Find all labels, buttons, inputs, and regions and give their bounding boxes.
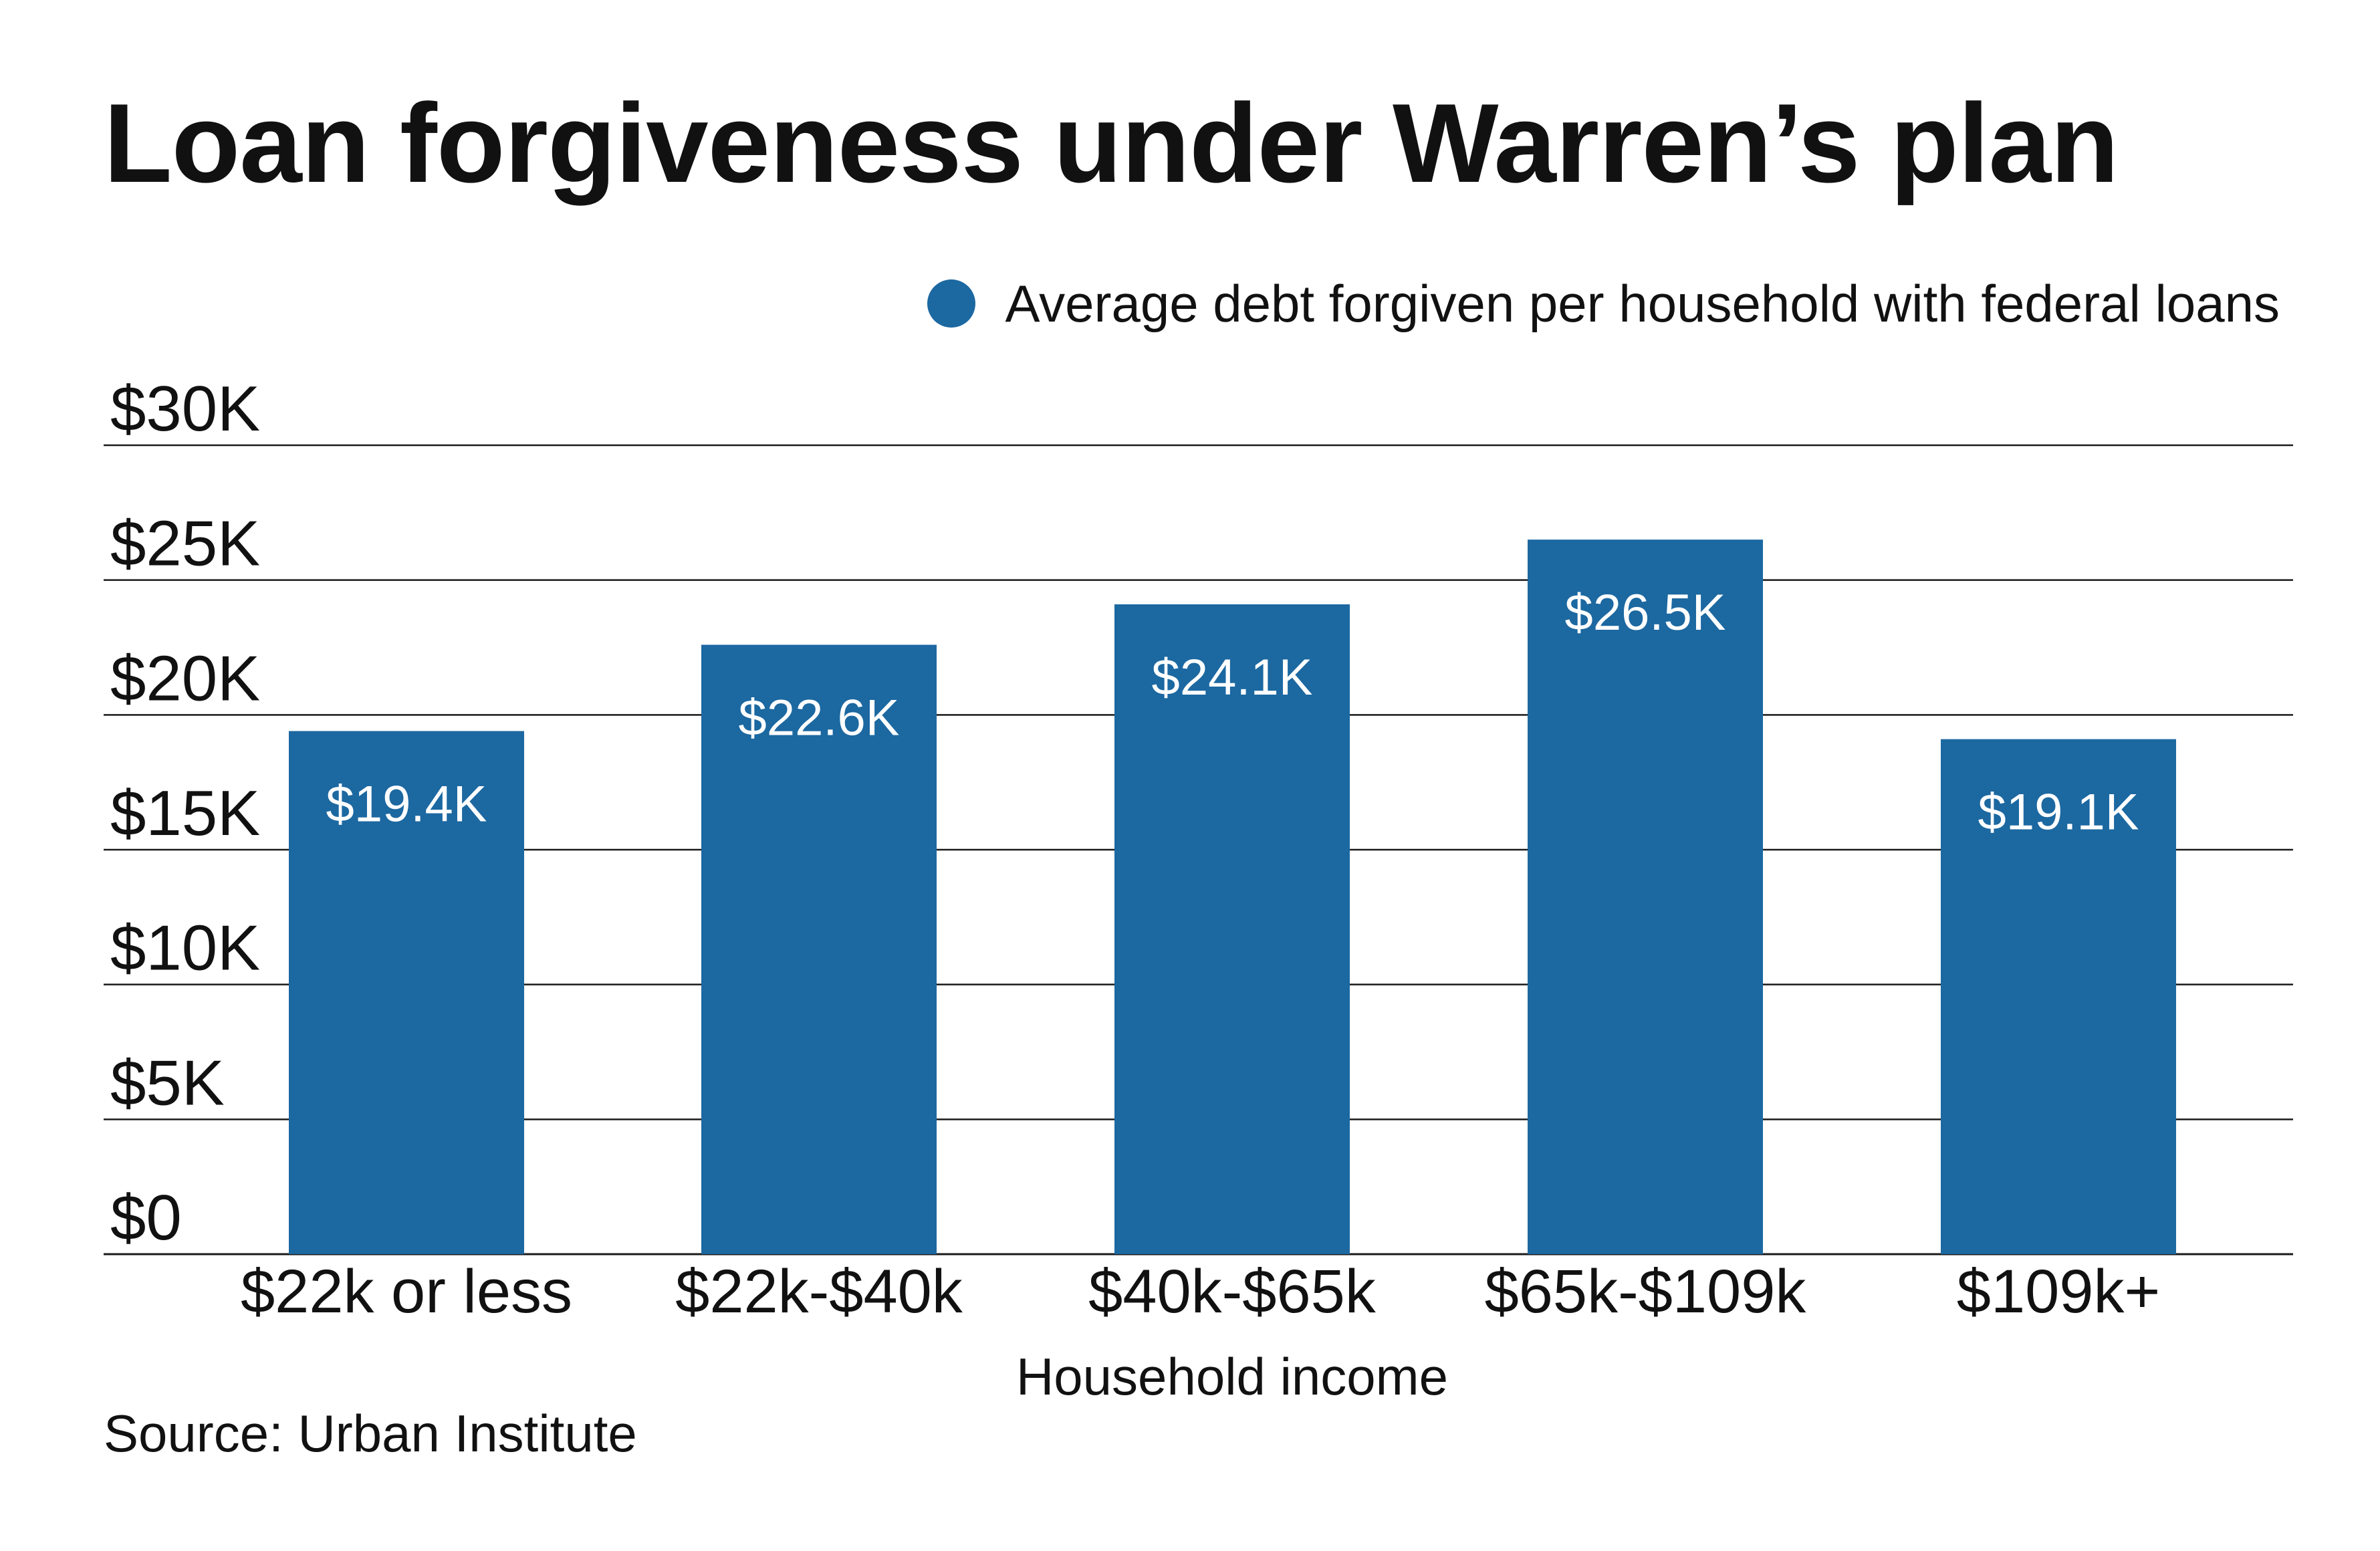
bar-data-label: $19.1K (1978, 784, 2139, 841)
chart-title: Loan forgiveness under Warren’s plan (104, 80, 2119, 206)
y-axis-tick-labels: $0 $5K $10K $15K $20K $25K $30K (110, 373, 260, 1254)
x-axis-tick-labels: $22k or less $22k-$40k $40k-$65k $65k-$109k… (241, 1258, 2160, 1326)
y-tick-label: $0 (110, 1182, 182, 1254)
bar-4 (1528, 540, 1763, 1254)
y-tick-label: $20K (110, 642, 260, 714)
y-tick-label: $15K (110, 778, 260, 849)
x-tick-label: $109k+ (1957, 1258, 2160, 1326)
bar-2 (701, 644, 937, 1254)
legend-swatch (927, 279, 976, 328)
bar-1 (289, 731, 524, 1254)
bar-data-label: $26.5K (1565, 584, 1726, 641)
bar-3 (1114, 604, 1350, 1254)
bar-data-labels: $19.4K $22.6K $24.1K $26.5K $19.1K (326, 584, 2139, 840)
x-axis-title: Household income (1016, 1347, 1448, 1406)
bar-5 (1941, 739, 2176, 1254)
x-tick-label: $22k-$40k (675, 1258, 963, 1326)
bar-data-label: $19.4K (326, 776, 487, 833)
source-note: Source: Urban Institute (104, 1404, 637, 1463)
x-tick-label: $22k or less (241, 1258, 572, 1326)
y-tick-label: $10K (110, 913, 260, 984)
y-tick-label: $5K (110, 1047, 225, 1118)
x-tick-label: $40k-$65k (1088, 1258, 1377, 1326)
legend-label: Average debt forgiven per household with… (1005, 274, 2280, 333)
bars (289, 540, 2176, 1254)
y-tick-label: $30K (110, 373, 260, 445)
y-tick-label: $25K (110, 508, 260, 580)
bar-data-label: $22.6K (739, 689, 900, 746)
bar-data-label: $24.1K (1152, 649, 1313, 706)
x-tick-label: $65k-$109k (1485, 1258, 1807, 1326)
chart-legend: Average debt forgiven per household with… (927, 277, 2280, 330)
